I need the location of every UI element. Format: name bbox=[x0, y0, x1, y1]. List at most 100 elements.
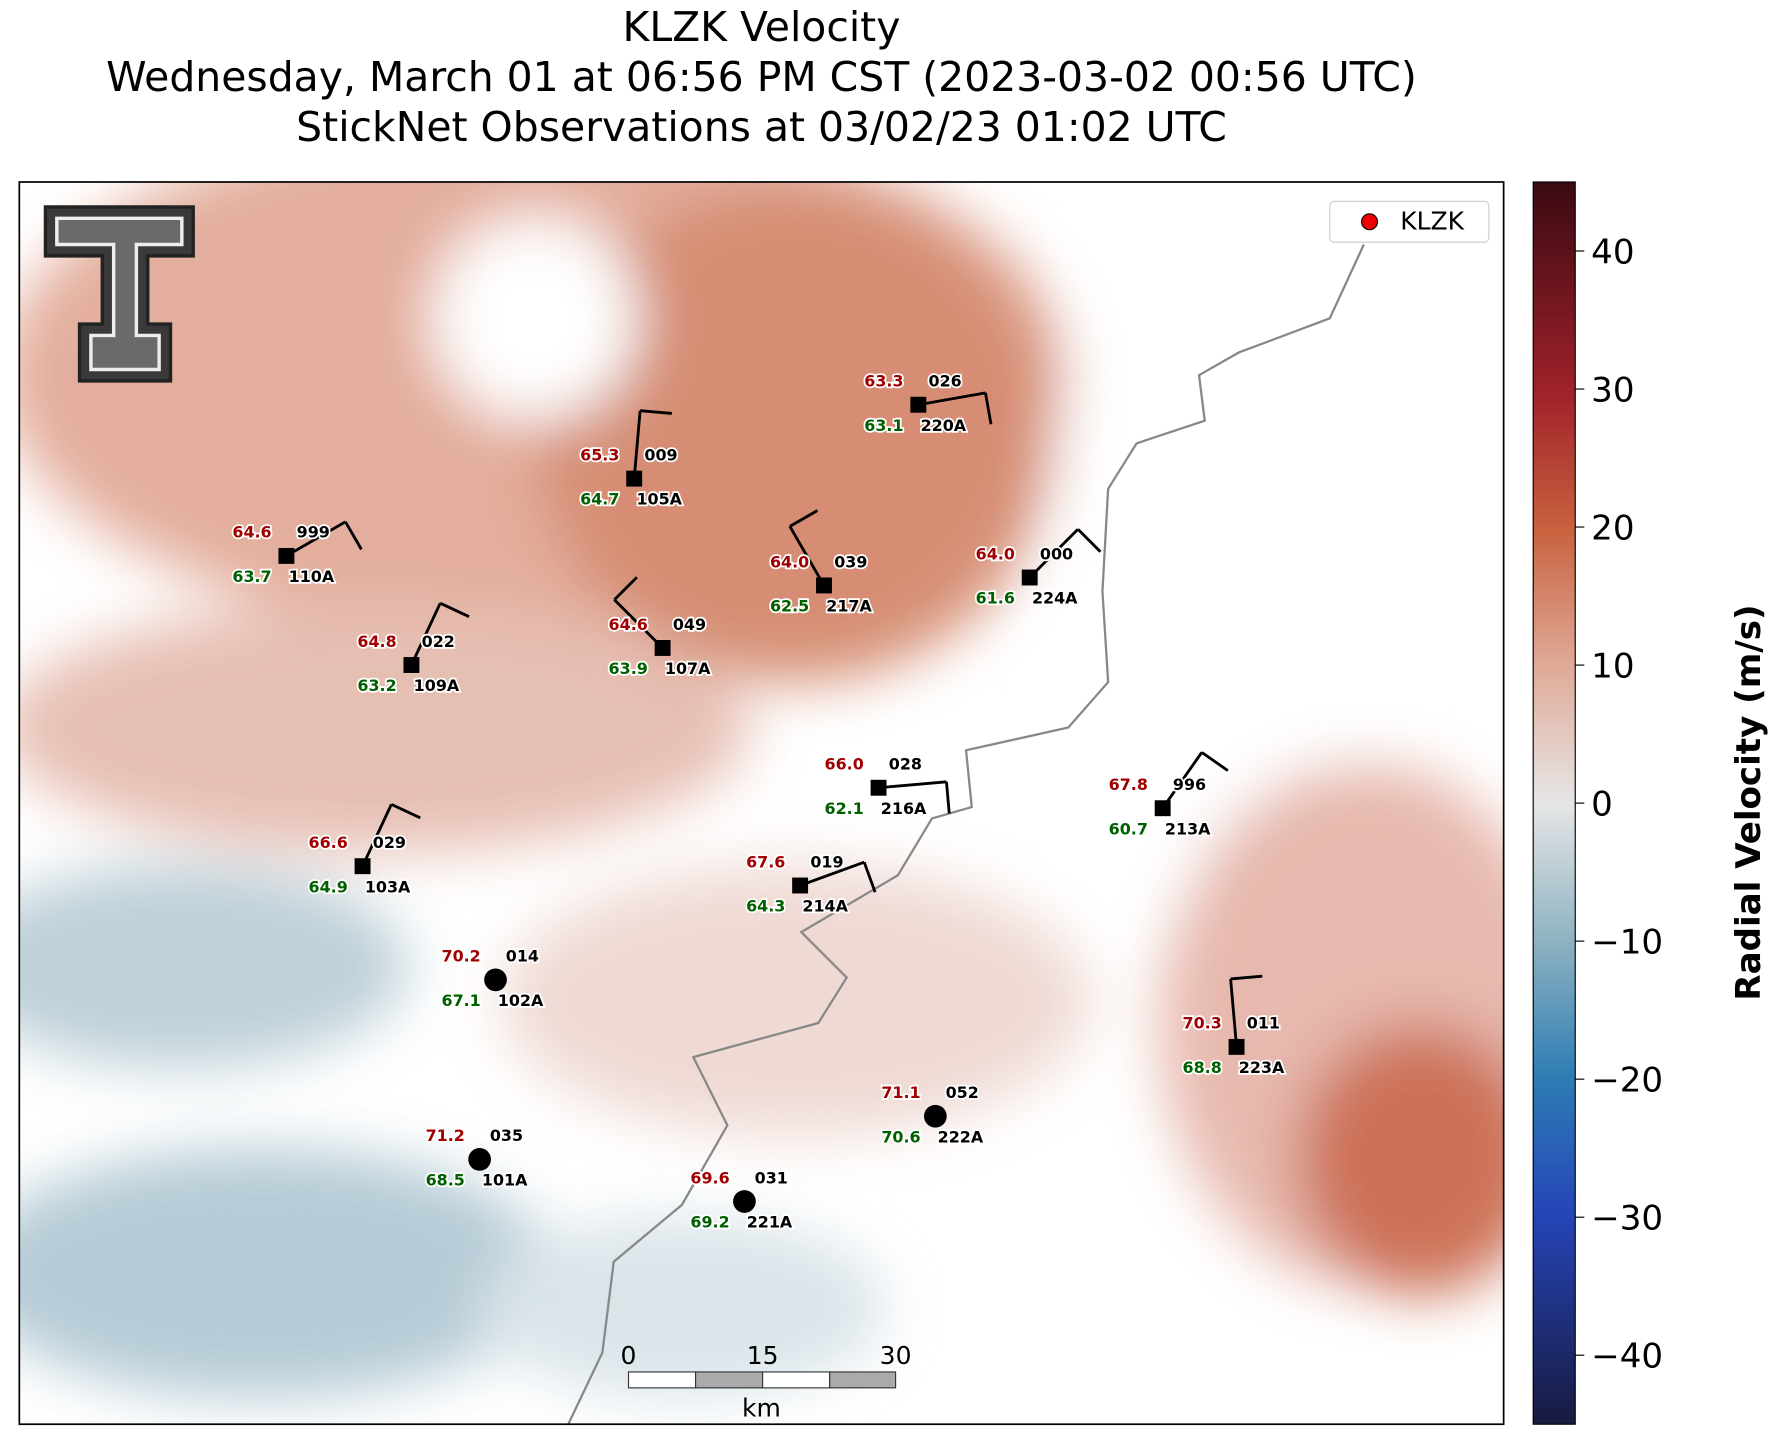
colorbar-tick-label: 20 bbox=[1591, 509, 1634, 549]
wind-barb bbox=[878, 780, 947, 790]
map-frame bbox=[18, 181, 1505, 1426]
wind-barb bbox=[918, 391, 986, 407]
station-id: 028 bbox=[889, 755, 922, 774]
title: KLZK Velocity bbox=[623, 3, 901, 51]
temperature: 67.6 bbox=[746, 852, 785, 871]
station-marker bbox=[1154, 800, 1171, 817]
temperature: 64.6 bbox=[232, 523, 271, 542]
wind-barb bbox=[799, 860, 865, 887]
dewpoint: 67.1 bbox=[442, 991, 481, 1010]
probe-id: 217A bbox=[826, 597, 872, 616]
colorbar-tick-label: −30 bbox=[1591, 1199, 1663, 1239]
wind-barb bbox=[613, 576, 638, 601]
wind-barb bbox=[1200, 751, 1229, 772]
temperature: 64.0 bbox=[770, 552, 809, 571]
temperature: 64.6 bbox=[609, 615, 648, 634]
temperature: 71.2 bbox=[426, 1126, 465, 1145]
station-marker bbox=[654, 640, 671, 656]
dewpoint: 64.7 bbox=[580, 490, 619, 509]
temperature: 71.1 bbox=[881, 1083, 920, 1102]
station-marker bbox=[626, 470, 643, 487]
station-marker bbox=[484, 968, 507, 992]
logo bbox=[43, 205, 195, 383]
dewpoint: 61.6 bbox=[976, 589, 1015, 608]
colorbar-tick-label: 0 bbox=[1591, 785, 1613, 825]
dewpoint: 64.9 bbox=[309, 877, 348, 896]
dewpoint: 60.7 bbox=[1109, 819, 1148, 838]
probe-id: 105A bbox=[636, 490, 682, 509]
scale-label: 0 bbox=[621, 1341, 637, 1370]
wind-barb bbox=[945, 781, 951, 814]
colorbar-tick-label: −10 bbox=[1591, 923, 1663, 963]
station-id: 049 bbox=[673, 615, 706, 634]
temperature: 64.8 bbox=[357, 632, 396, 651]
probe-id: 224A bbox=[1032, 589, 1078, 608]
wind-barb bbox=[361, 803, 393, 867]
colorbar-tick-label: 10 bbox=[1591, 647, 1634, 687]
dewpoint: 68.5 bbox=[426, 1171, 465, 1190]
temperature: 63.3 bbox=[864, 372, 903, 391]
wind-barb bbox=[285, 520, 347, 558]
temperature: 66.0 bbox=[825, 755, 864, 774]
dewpoint: 63.9 bbox=[609, 659, 648, 678]
wind-barb bbox=[613, 598, 664, 649]
station-id: 039 bbox=[834, 552, 867, 571]
legend: KLZK bbox=[1329, 200, 1490, 243]
station-id: 009 bbox=[644, 445, 677, 464]
colorbar-tick-label: 30 bbox=[1591, 371, 1634, 411]
station-id: 014 bbox=[506, 947, 539, 966]
colorbar-tick-label: 40 bbox=[1591, 233, 1634, 273]
station-marker bbox=[924, 1104, 947, 1128]
temperature: 65.3 bbox=[580, 445, 619, 464]
colorbar-tick-label: −40 bbox=[1591, 1337, 1663, 1377]
probe-id: 107A bbox=[665, 659, 711, 678]
dewpoint: 63.7 bbox=[232, 567, 271, 586]
wind-barb bbox=[410, 602, 442, 666]
station-marker bbox=[1228, 1038, 1245, 1055]
radar-field bbox=[19, 181, 1504, 1425]
probe-id: 101A bbox=[482, 1171, 528, 1190]
probe-id: 220A bbox=[921, 416, 967, 435]
station-id: 019 bbox=[810, 852, 843, 871]
wind-barb bbox=[390, 803, 421, 820]
colorbar-tick-label: −20 bbox=[1591, 1061, 1663, 1101]
station-marker bbox=[468, 1148, 491, 1171]
station-marker bbox=[1021, 569, 1038, 586]
station-marker bbox=[792, 877, 809, 894]
wind-barb bbox=[640, 409, 672, 415]
station-marker bbox=[870, 779, 887, 796]
wind-barb bbox=[1028, 528, 1079, 579]
scale-bar bbox=[627, 1371, 897, 1389]
station-marker bbox=[816, 577, 832, 594]
dewpoint: 63.1 bbox=[864, 416, 903, 435]
dewpoint: 64.3 bbox=[746, 897, 785, 916]
probe-id: 221A bbox=[747, 1213, 793, 1232]
title: Wednesday, March 01 at 06:56 PM CST (202… bbox=[106, 53, 1417, 101]
probe-id: 214A bbox=[802, 897, 848, 916]
colorbar-label: Radial Velocity (m/s) bbox=[1729, 604, 1769, 1000]
temperature: 70.2 bbox=[442, 947, 481, 966]
dewpoint: 63.2 bbox=[357, 676, 396, 695]
station-marker bbox=[403, 657, 420, 673]
wind-barb bbox=[862, 861, 877, 893]
colorbar bbox=[1532, 181, 1576, 1425]
probe-id: 102A bbox=[498, 991, 544, 1010]
station-id: 022 bbox=[422, 632, 455, 651]
dewpoint: 69.2 bbox=[690, 1213, 729, 1232]
probe-id: 222A bbox=[938, 1127, 984, 1146]
wind-barb bbox=[1076, 528, 1102, 553]
temperature: 66.6 bbox=[309, 833, 348, 852]
station-marker bbox=[733, 1190, 756, 1213]
station-marker bbox=[278, 547, 295, 564]
wind-barb bbox=[344, 521, 363, 551]
scale-unit: km bbox=[742, 1393, 781, 1422]
dewpoint: 62.5 bbox=[770, 597, 809, 616]
probe-id: 213A bbox=[1165, 819, 1211, 838]
wind-barb bbox=[1161, 751, 1203, 810]
temperature: 70.3 bbox=[1183, 1014, 1222, 1033]
station-id: 026 bbox=[929, 372, 962, 391]
wind-barb bbox=[984, 392, 993, 425]
station-marker bbox=[910, 396, 927, 413]
legend-label: KLZK bbox=[1400, 207, 1464, 236]
